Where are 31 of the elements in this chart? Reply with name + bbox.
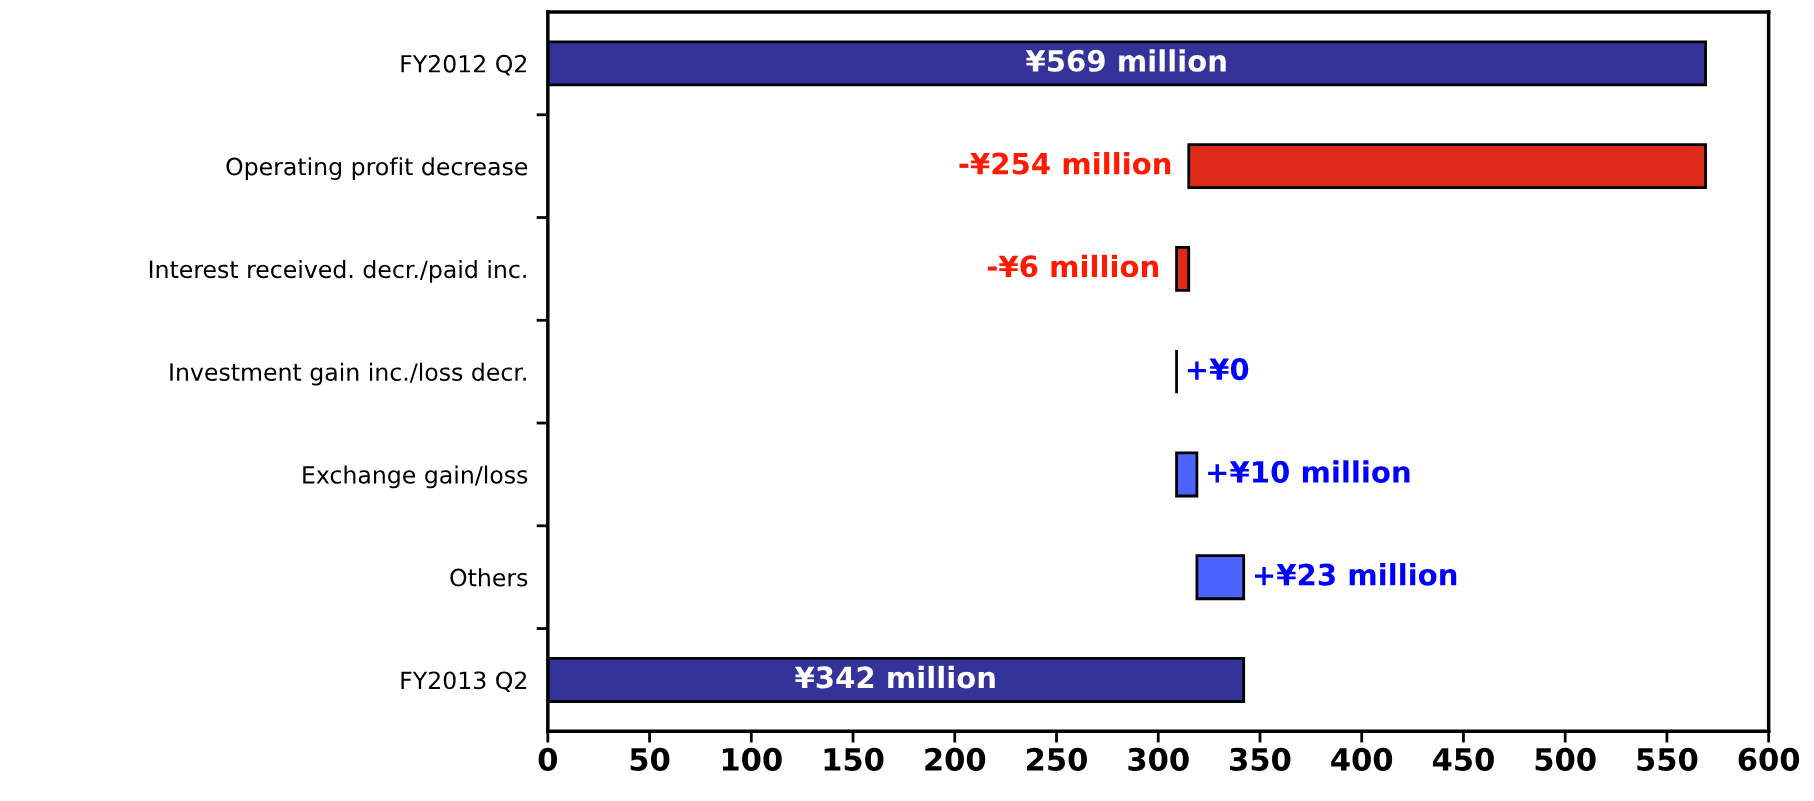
data-label: ¥569 million	[1025, 49, 1226, 72]
x-tick-label: 100	[722, 747, 782, 771]
y-tick-label: Interest received. decr./paid inc.	[149, 259, 526, 283]
x-tick-label: 250	[1027, 747, 1087, 771]
data-label: +¥0	[1187, 358, 1249, 381]
data-label: -¥254 million	[959, 152, 1171, 175]
data-label: +¥23 million	[1254, 563, 1457, 586]
data-label: +¥10 million	[1208, 460, 1410, 483]
x-tick-label: 600	[1738, 747, 1800, 771]
bar	[1175, 451, 1199, 498]
y-tick-label: FY2012 Q2	[401, 54, 527, 76]
x-tick-label: 400	[1331, 747, 1393, 771]
y-tick-label: Exchange gain/loss	[303, 465, 528, 489]
x-tick-label: 50	[630, 747, 670, 771]
x-tick-label: 0	[538, 747, 557, 771]
y-tick-label: Investment gain inc./loss decr.	[170, 362, 526, 386]
x-tick-label: 450	[1432, 747, 1494, 771]
y-tick-label: Operating profit decrease	[226, 157, 528, 181]
data-label: ¥342 million	[794, 665, 995, 689]
x-tick-label: 200	[925, 747, 986, 771]
x-tick-label: 500	[1535, 747, 1596, 771]
x-tick-label: 550	[1637, 747, 1698, 771]
y-tick-label: FY2013 Q2	[401, 671, 527, 692]
x-tick-label: 300	[1128, 747, 1189, 771]
x-tick-label: 350	[1230, 747, 1291, 771]
bar	[1187, 143, 1707, 190]
x-tick-label: 150	[824, 747, 884, 771]
data-label: -¥6 million	[987, 254, 1158, 278]
bar	[1175, 245, 1191, 292]
y-tick-label: Others	[450, 568, 528, 587]
bar	[1195, 554, 1246, 601]
